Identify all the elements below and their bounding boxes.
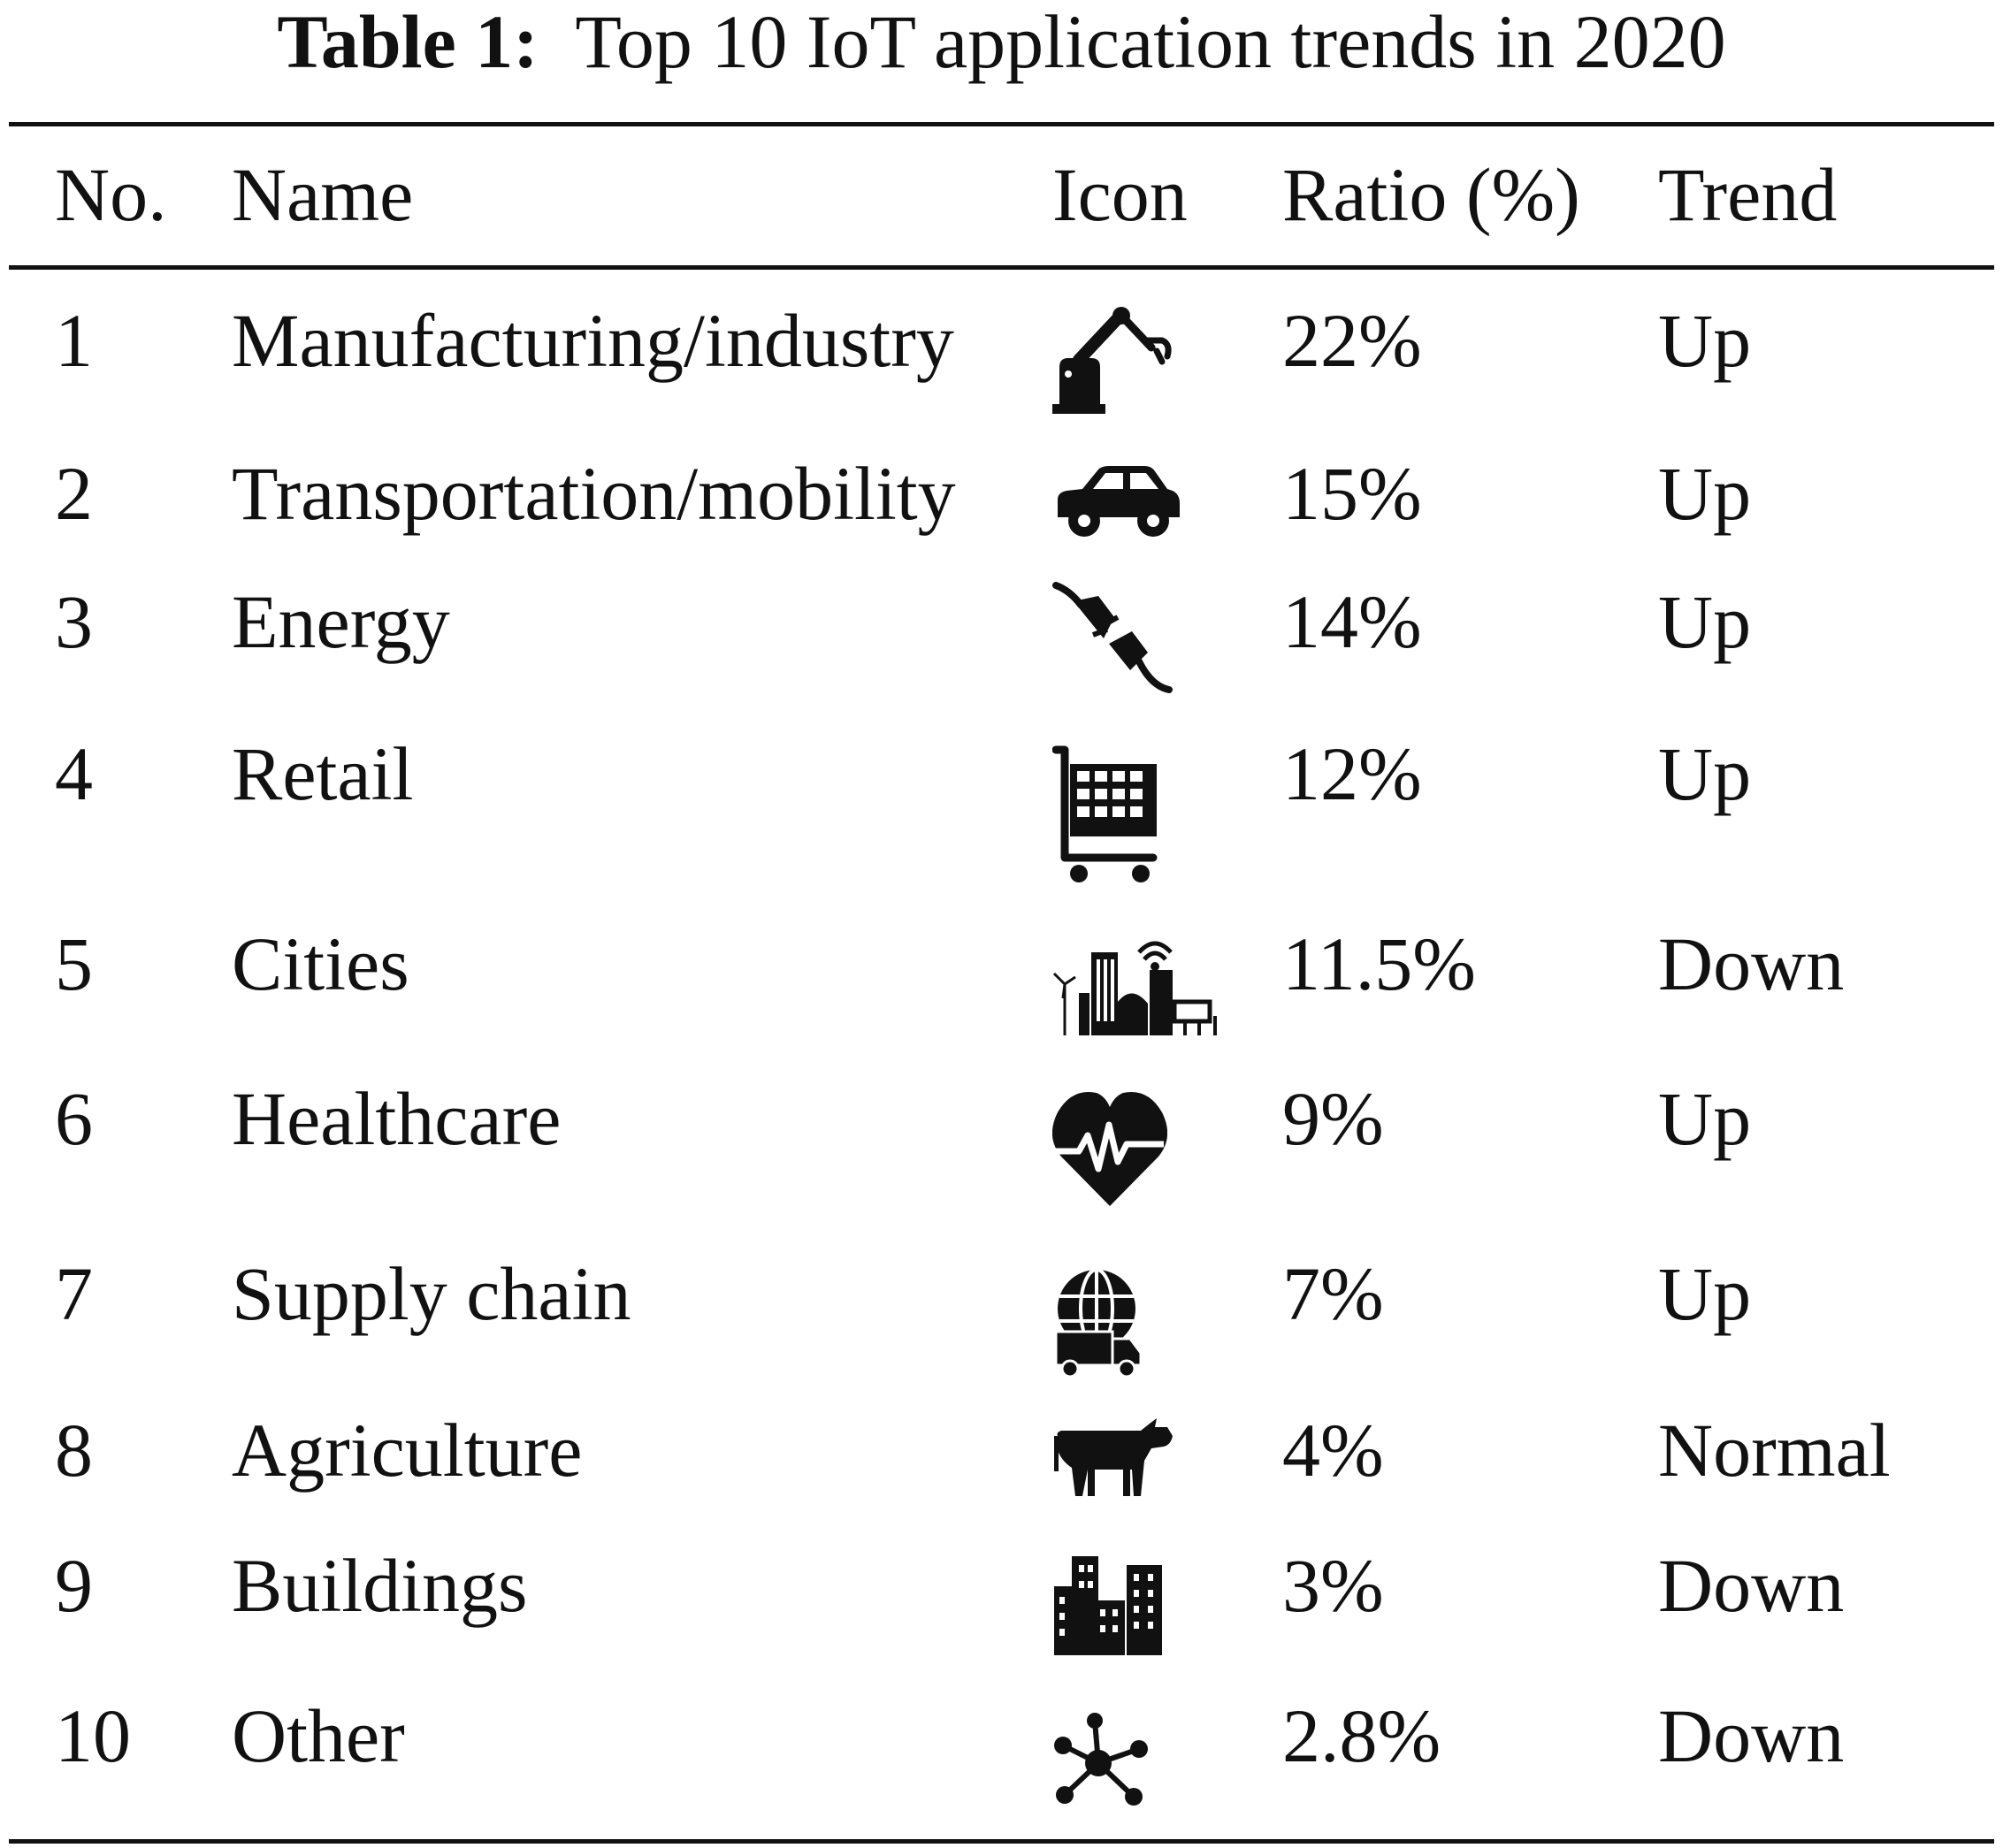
cell-trend: Normal	[1658, 1408, 1891, 1493]
cell-no: 9	[55, 1543, 93, 1628]
cell-no: 3	[55, 579, 93, 664]
table-row: 8 Agriculture 4% Normal	[0, 1401, 2003, 1508]
smart-city-icon	[1052, 931, 1220, 1064]
bottom-rule	[9, 1839, 1994, 1844]
cell-name: Retail	[232, 731, 414, 816]
cell-ratio: 12%	[1282, 731, 1422, 816]
table-row: 10 Other 2.8% Down	[0, 1687, 2003, 1806]
header-rule	[9, 265, 1994, 270]
cell-trend: Up	[1658, 1076, 1752, 1161]
cell-name: Buildings	[232, 1543, 528, 1628]
cell-ratio: 11.5%	[1282, 921, 1476, 1006]
cell-no: 1	[55, 298, 93, 383]
table-row: 1 Manufacturing/industry 22% Up	[0, 292, 2003, 414]
cell-name: Supply chain	[232, 1251, 631, 1336]
cell-name: Cities	[232, 921, 409, 1006]
cell-trend: Down	[1658, 921, 1845, 1006]
table-row: 3 Energy 14% Up	[0, 573, 2003, 693]
header-trend: Trend	[1658, 152, 1838, 237]
cell-trend: Up	[1658, 1251, 1752, 1336]
cell-ratio: 15%	[1282, 451, 1422, 536]
cell-trend: Up	[1658, 579, 1752, 664]
caption-label: Table 1:	[277, 0, 539, 84]
cell-no: 6	[55, 1076, 93, 1161]
cell-name: Other	[232, 1693, 405, 1778]
table-row: 9 Buildings 3% Down	[0, 1537, 2003, 1655]
car-icon	[1052, 462, 1220, 595]
power-plug-icon	[1052, 582, 1220, 714]
globe-truck-icon	[1052, 1264, 1220, 1397]
cell-no: 8	[55, 1408, 93, 1493]
shopping-cart-icon	[1052, 745, 1220, 882]
heartbeat-icon	[1052, 1086, 1220, 1218]
cell-no: 4	[55, 731, 93, 816]
table-row: 4 Retail 12% Up	[0, 725, 2003, 882]
caption-text: Top 10 IoT application trends in 2020	[575, 0, 1726, 84]
buildings-icon	[1052, 1554, 1220, 1687]
cell-ratio: 3%	[1282, 1543, 1384, 1628]
network-hub-icon	[1052, 1712, 1220, 1844]
cell-no: 7	[55, 1251, 93, 1336]
cell-ratio: 9%	[1282, 1076, 1384, 1161]
cell-trend: Up	[1658, 298, 1752, 383]
cell-ratio: 4%	[1282, 1408, 1384, 1493]
table-row: 6 Healthcare 9% Up	[0, 1070, 2003, 1206]
cell-trend: Down	[1658, 1693, 1845, 1778]
table-row: 5 Cities 11.5% Down	[0, 915, 2003, 1035]
cell-no: 5	[55, 921, 93, 1006]
table-row: 2 Transportation/mobility 15% Up	[0, 445, 2003, 551]
header-icon: Icon	[1052, 152, 1188, 237]
table-row: 7 Supply chain 7% Up	[0, 1245, 2003, 1378]
robot-arm-icon	[1052, 305, 1220, 438]
cell-trend: Down	[1658, 1543, 1845, 1628]
cell-name: Transportation/mobility	[232, 451, 956, 536]
cell-trend: Up	[1658, 451, 1752, 536]
cell-ratio: 2.8%	[1282, 1693, 1441, 1778]
top-rule	[9, 122, 1994, 126]
cell-name: Healthcare	[232, 1076, 562, 1161]
header-no: No.	[55, 152, 167, 237]
header-name: Name	[232, 152, 414, 237]
cell-ratio: 22%	[1282, 298, 1422, 383]
table-header: No. Name Icon Ratio (%) Trend	[0, 146, 2003, 243]
cell-name: Agriculture	[232, 1408, 583, 1493]
cell-no: 10	[55, 1693, 131, 1778]
table-caption: Table 1: Top 10 IoT application trends i…	[0, 0, 2003, 84]
cow-icon	[1052, 1415, 1220, 1547]
cell-ratio: 7%	[1282, 1251, 1384, 1336]
header-ratio: Ratio (%)	[1282, 152, 1580, 237]
cell-name: Energy	[232, 579, 450, 664]
cell-ratio: 14%	[1282, 579, 1422, 664]
cell-trend: Up	[1658, 731, 1752, 816]
cell-no: 2	[55, 451, 93, 536]
cell-name: Manufacturing/industry	[232, 298, 954, 383]
